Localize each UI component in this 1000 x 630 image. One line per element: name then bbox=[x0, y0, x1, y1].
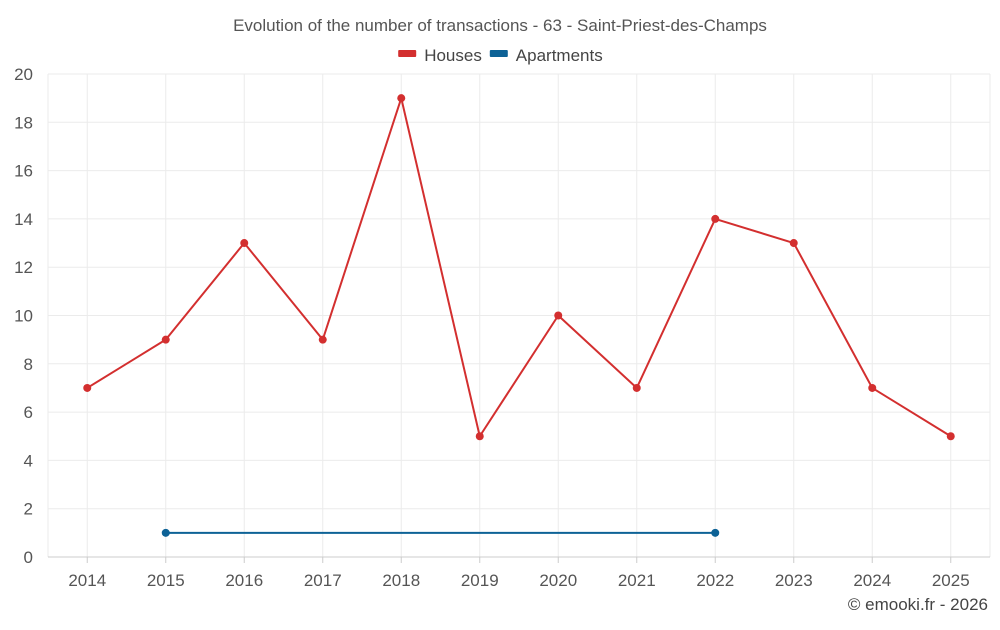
x-tick-label: 2021 bbox=[618, 571, 656, 590]
y-tick-label: 20 bbox=[14, 65, 33, 84]
x-tick-label: 2022 bbox=[696, 571, 734, 590]
houses-point[interactable] bbox=[240, 239, 249, 248]
x-tick-label: 2020 bbox=[539, 571, 577, 590]
legend-swatch-apartments bbox=[489, 50, 508, 57]
y-tick-label: 16 bbox=[14, 162, 33, 181]
houses-point[interactable] bbox=[946, 432, 955, 441]
legend-label-apartments: Apartments bbox=[516, 46, 603, 65]
y-tick-label: 14 bbox=[14, 210, 33, 229]
legend-swatch-houses bbox=[398, 50, 417, 57]
x-tick-label: 2023 bbox=[775, 571, 813, 590]
legend-label-houses: Houses bbox=[424, 46, 482, 65]
y-tick-label: 6 bbox=[24, 403, 33, 422]
legend-item-apartments[interactable]: Apartments bbox=[489, 46, 603, 65]
x-tick-label: 2017 bbox=[304, 571, 342, 590]
houses-point[interactable] bbox=[475, 432, 484, 441]
x-tick-label: 2019 bbox=[461, 571, 499, 590]
x-tick-label: 2024 bbox=[853, 571, 891, 590]
apartments-point[interactable] bbox=[161, 528, 170, 537]
y-tick-label: 8 bbox=[24, 355, 33, 374]
houses-point[interactable] bbox=[161, 335, 170, 344]
y-tick-label: 10 bbox=[14, 307, 33, 326]
grid bbox=[47, 73, 991, 557]
houses-point[interactable] bbox=[397, 94, 406, 103]
y-tick-label: 12 bbox=[14, 258, 33, 277]
series-layer bbox=[83, 94, 955, 537]
axes: 0 2 4 6 8 10 12 14 16 18 20 2014 2015 2016 2017 2018 201… bbox=[14, 65, 990, 590]
x-tick-label: 2016 bbox=[225, 571, 263, 590]
houses-point[interactable] bbox=[318, 335, 327, 344]
y-tick-label: 0 bbox=[24, 548, 33, 567]
y-tick-label: 18 bbox=[14, 113, 33, 132]
houses-point[interactable] bbox=[83, 383, 92, 392]
credit-text: © emooki.fr - 2026 bbox=[848, 595, 988, 614]
y-tick-label: 2 bbox=[24, 500, 33, 519]
houses-series-line bbox=[86, 97, 952, 438]
y-tick-label: 4 bbox=[24, 451, 33, 470]
apartments-point[interactable] bbox=[711, 528, 720, 537]
x-tick-label: 2014 bbox=[68, 571, 106, 590]
x-tick-label: 2025 bbox=[932, 571, 970, 590]
legend-item-houses[interactable]: Houses bbox=[398, 46, 482, 65]
houses-point[interactable] bbox=[632, 383, 641, 392]
houses-point[interactable] bbox=[868, 383, 877, 392]
x-tick-label: 2018 bbox=[382, 571, 420, 590]
legend: Houses Apartments bbox=[398, 46, 603, 65]
x-tick-label: 2015 bbox=[147, 571, 185, 590]
houses-point[interactable] bbox=[554, 311, 563, 320]
chart-title: Evolution of the number of transactions … bbox=[233, 16, 767, 35]
houses-point[interactable] bbox=[711, 214, 720, 223]
houses-point[interactable] bbox=[789, 239, 798, 248]
